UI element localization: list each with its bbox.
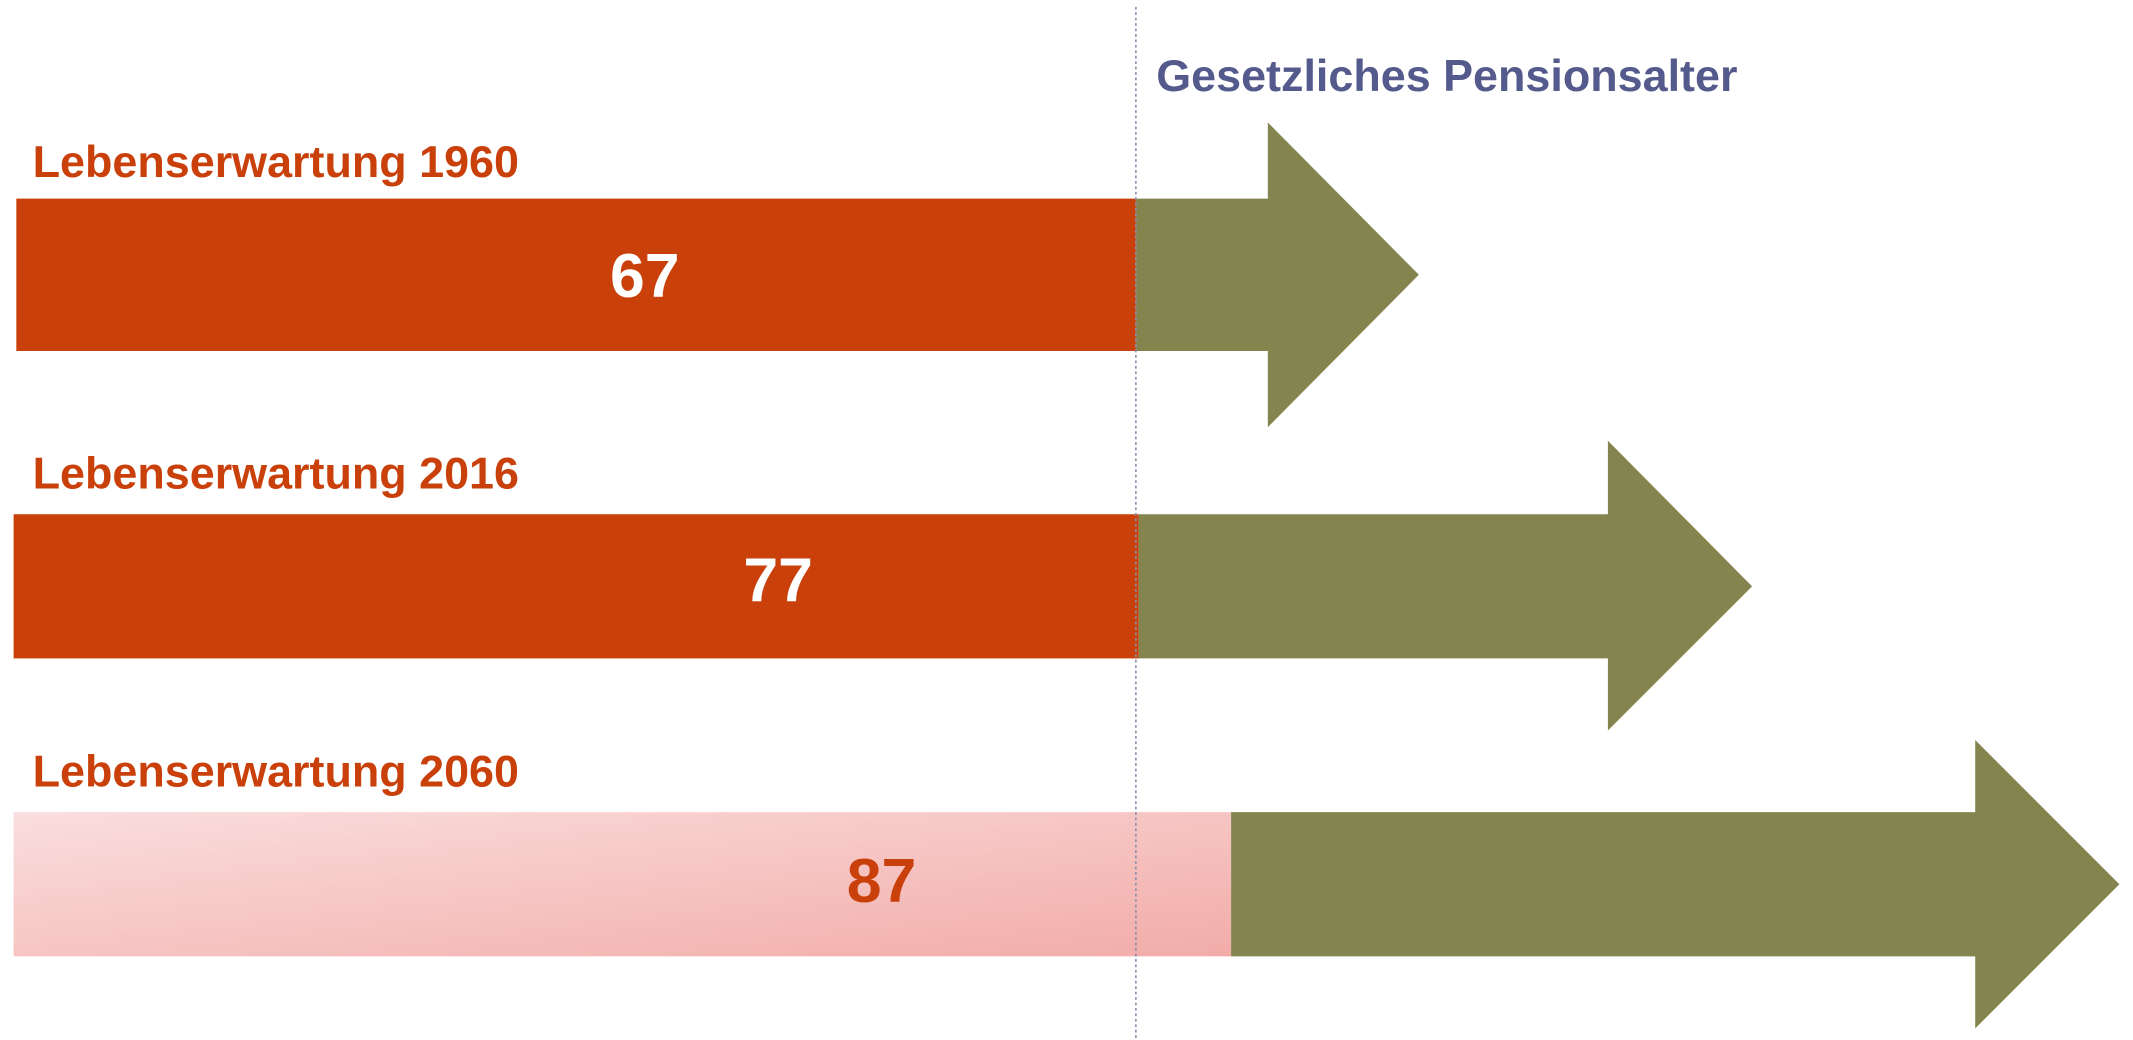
row-value: 87 <box>847 846 917 916</box>
row-value: 67 <box>610 241 680 311</box>
pension-arrow <box>1138 440 1753 731</box>
title: Gesetzliches Pensionsalter <box>1156 50 1737 101</box>
life-bar <box>13 812 1232 957</box>
life-bar <box>16 198 1136 351</box>
life-bar <box>13 514 1139 659</box>
row-label: Lebenserwartung 1960 <box>33 136 519 187</box>
row-value: 77 <box>743 545 813 615</box>
pension-arrow <box>1135 122 1419 428</box>
row-label: Lebenserwartung 2016 <box>33 447 519 498</box>
row-label: Lebenserwartung 2060 <box>33 745 519 796</box>
pension-arrow <box>1231 740 2120 1029</box>
